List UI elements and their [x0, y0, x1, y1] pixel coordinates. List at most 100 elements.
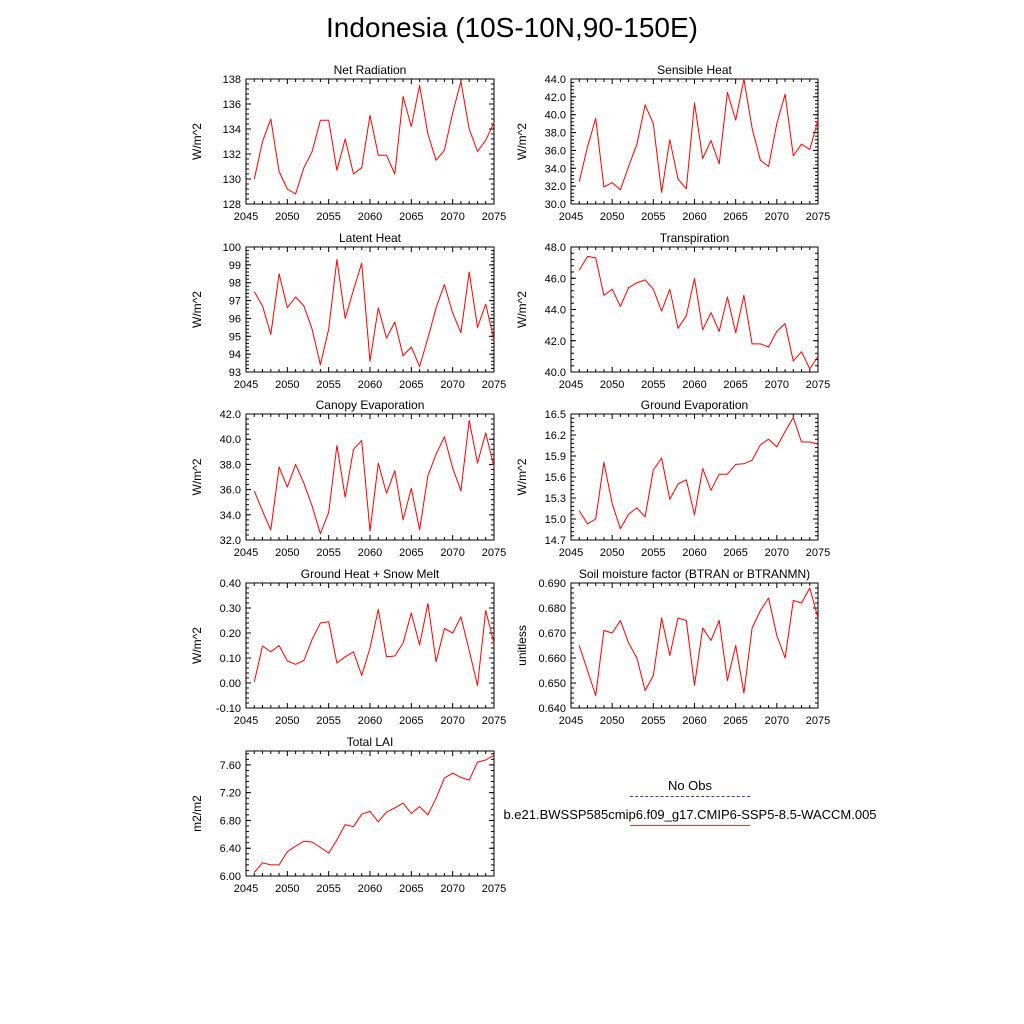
series-line	[578, 255, 819, 370]
series-line	[578, 587, 819, 696]
x-tick-label: 2075	[806, 379, 830, 391]
panel-3: 2045 2050 2055 2060 2065 2070 2075 93 94 95 96 97 98…	[190, 231, 506, 391]
x-tick-label: 2045	[234, 883, 258, 895]
y-tick-label: 14.7	[545, 535, 566, 547]
y-tick-label: 97	[229, 296, 241, 308]
x-tick-label: 2075	[482, 883, 506, 895]
y-tick-label: 30.0	[545, 199, 566, 211]
x-tick-label: 2045	[234, 547, 258, 559]
x-tick-label: 2045	[559, 547, 583, 559]
x-tick-label: 2070	[765, 547, 789, 559]
y-tick-label: 44.0	[545, 305, 566, 317]
plot-frame	[570, 413, 819, 541]
x-tick-label: 2055	[316, 547, 340, 559]
x-tick-label: 2075	[482, 211, 506, 223]
x-tick-label: 2065	[399, 715, 423, 727]
y-tick-label: 15.0	[545, 514, 566, 526]
x-tick-label: 2055	[316, 211, 340, 223]
y-tick-label: 132	[223, 149, 241, 161]
panel-2: 2045 2050 2055 2060 2065 2070 2075 30.0 32.0 34.0…	[515, 63, 830, 223]
y-tick-label: 134	[223, 124, 241, 136]
legend-swatch-model	[630, 825, 750, 826]
panel-title: Net Radiation	[334, 63, 407, 77]
x-tick-label: 2055	[641, 715, 665, 727]
y-tick-label: 44.0	[545, 74, 566, 86]
x-tick-label: 2065	[399, 883, 423, 895]
x-tick-label: 2060	[358, 379, 382, 391]
y-axis-label: unitless	[515, 625, 529, 666]
plot-frame	[245, 582, 495, 709]
x-tick-label: 2045	[559, 715, 583, 727]
panel-9: 2045 2050 2055 2060 2065 2070 2075 6.00 6.40 6.80…	[190, 735, 506, 895]
panel-title: Soil moisture factor (BTRAN or BTRANMN)	[579, 567, 810, 581]
y-tick-label: 98	[229, 278, 241, 290]
y-tick-label: 128	[223, 199, 241, 211]
y-tick-label: 40.0	[220, 434, 241, 446]
panel-title: Ground Heat + Snow Melt	[301, 567, 440, 581]
x-tick-label: 2050	[275, 715, 299, 727]
y-axis-label: m2/m2	[190, 795, 204, 832]
y-tick-label: 36.0	[545, 145, 566, 157]
x-tick-label: 2060	[682, 211, 706, 223]
x-tick-label: 2060	[682, 715, 706, 727]
y-tick-label: 100	[223, 242, 241, 254]
y-tick-label: 34.0	[545, 163, 566, 175]
legend: No Obs b.e21.BWSSP585cmip6.f09_g17.CMIP6…	[500, 778, 880, 836]
y-axis-label: W/m^2	[190, 123, 204, 160]
panel-title: Total LAI	[347, 735, 394, 749]
y-tick-label: 6.00	[220, 871, 241, 883]
x-tick-label: 2050	[275, 547, 299, 559]
x-tick-label: 2070	[440, 379, 464, 391]
y-tick-label: 0.680	[538, 603, 566, 615]
x-tick-label: 2070	[440, 883, 464, 895]
x-tick-label: 2050	[275, 883, 299, 895]
x-tick-label: 2060	[358, 211, 382, 223]
x-tick-label: 2055	[641, 379, 665, 391]
y-tick-label: 42.0	[545, 92, 566, 104]
y-tick-label: 48.0	[545, 242, 566, 254]
legend-swatch-obs	[630, 796, 750, 797]
y-tick-label: 0.10	[220, 653, 241, 665]
y-tick-label: 34.0	[220, 510, 241, 522]
panel-7: 2045 2050 2055 2060 2065 2070 2075 -0.10 0.00 0.1…	[190, 567, 506, 727]
x-tick-label: 2065	[723, 379, 747, 391]
y-axis-label: W/m^2	[190, 627, 204, 664]
x-tick-label: 2065	[399, 547, 423, 559]
plot-frame	[245, 246, 495, 373]
panel-5: 2045 2050 2055 2060 2065 2070 2075 32.0 34.0 36.0…	[190, 398, 506, 559]
legend-label-obs: No Obs	[667, 778, 713, 793]
y-tick-label: 16.2	[545, 430, 566, 442]
y-tick-label: 99	[229, 260, 241, 272]
y-tick-label: 7.60	[220, 760, 241, 772]
y-tick-label: 0.670	[538, 628, 566, 640]
x-tick-label: 2060	[358, 547, 382, 559]
y-tick-label: 40.0	[545, 367, 566, 379]
x-tick-label: 2070	[440, 211, 464, 223]
x-tick-label: 2075	[482, 715, 506, 727]
series-line	[253, 259, 495, 368]
plot-frame	[245, 750, 495, 877]
x-tick-label: 2050	[600, 379, 624, 391]
y-tick-label: 15.3	[545, 493, 566, 505]
x-tick-label: 2065	[399, 211, 423, 223]
y-tick-label: 0.20	[220, 628, 241, 640]
panel-4: 2045 2050 2055 2060 2065 2070 2075 40.0 42.0 44.0…	[515, 231, 830, 391]
y-tick-label: 15.9	[545, 451, 566, 463]
x-tick-label: 2045	[559, 379, 583, 391]
x-tick-label: 2050	[600, 715, 624, 727]
x-tick-label: 2070	[440, 547, 464, 559]
y-tick-label: 0.660	[538, 653, 566, 665]
x-tick-label: 2065	[723, 547, 747, 559]
y-tick-label: 42.0	[220, 409, 241, 421]
y-tick-label: 93	[229, 367, 241, 379]
page-title: Indonesia (10S-10N,90-150E)	[325, 12, 698, 43]
y-tick-label: 130	[223, 174, 241, 186]
x-tick-label: 2045	[559, 211, 583, 223]
x-tick-label: 2050	[600, 211, 624, 223]
y-tick-label: 16.5	[545, 409, 566, 421]
plot-frame	[570, 246, 819, 373]
x-tick-label: 2045	[234, 715, 258, 727]
y-tick-label: 94	[229, 349, 241, 361]
series-line	[578, 417, 819, 530]
y-tick-label: 0.00	[220, 678, 241, 690]
